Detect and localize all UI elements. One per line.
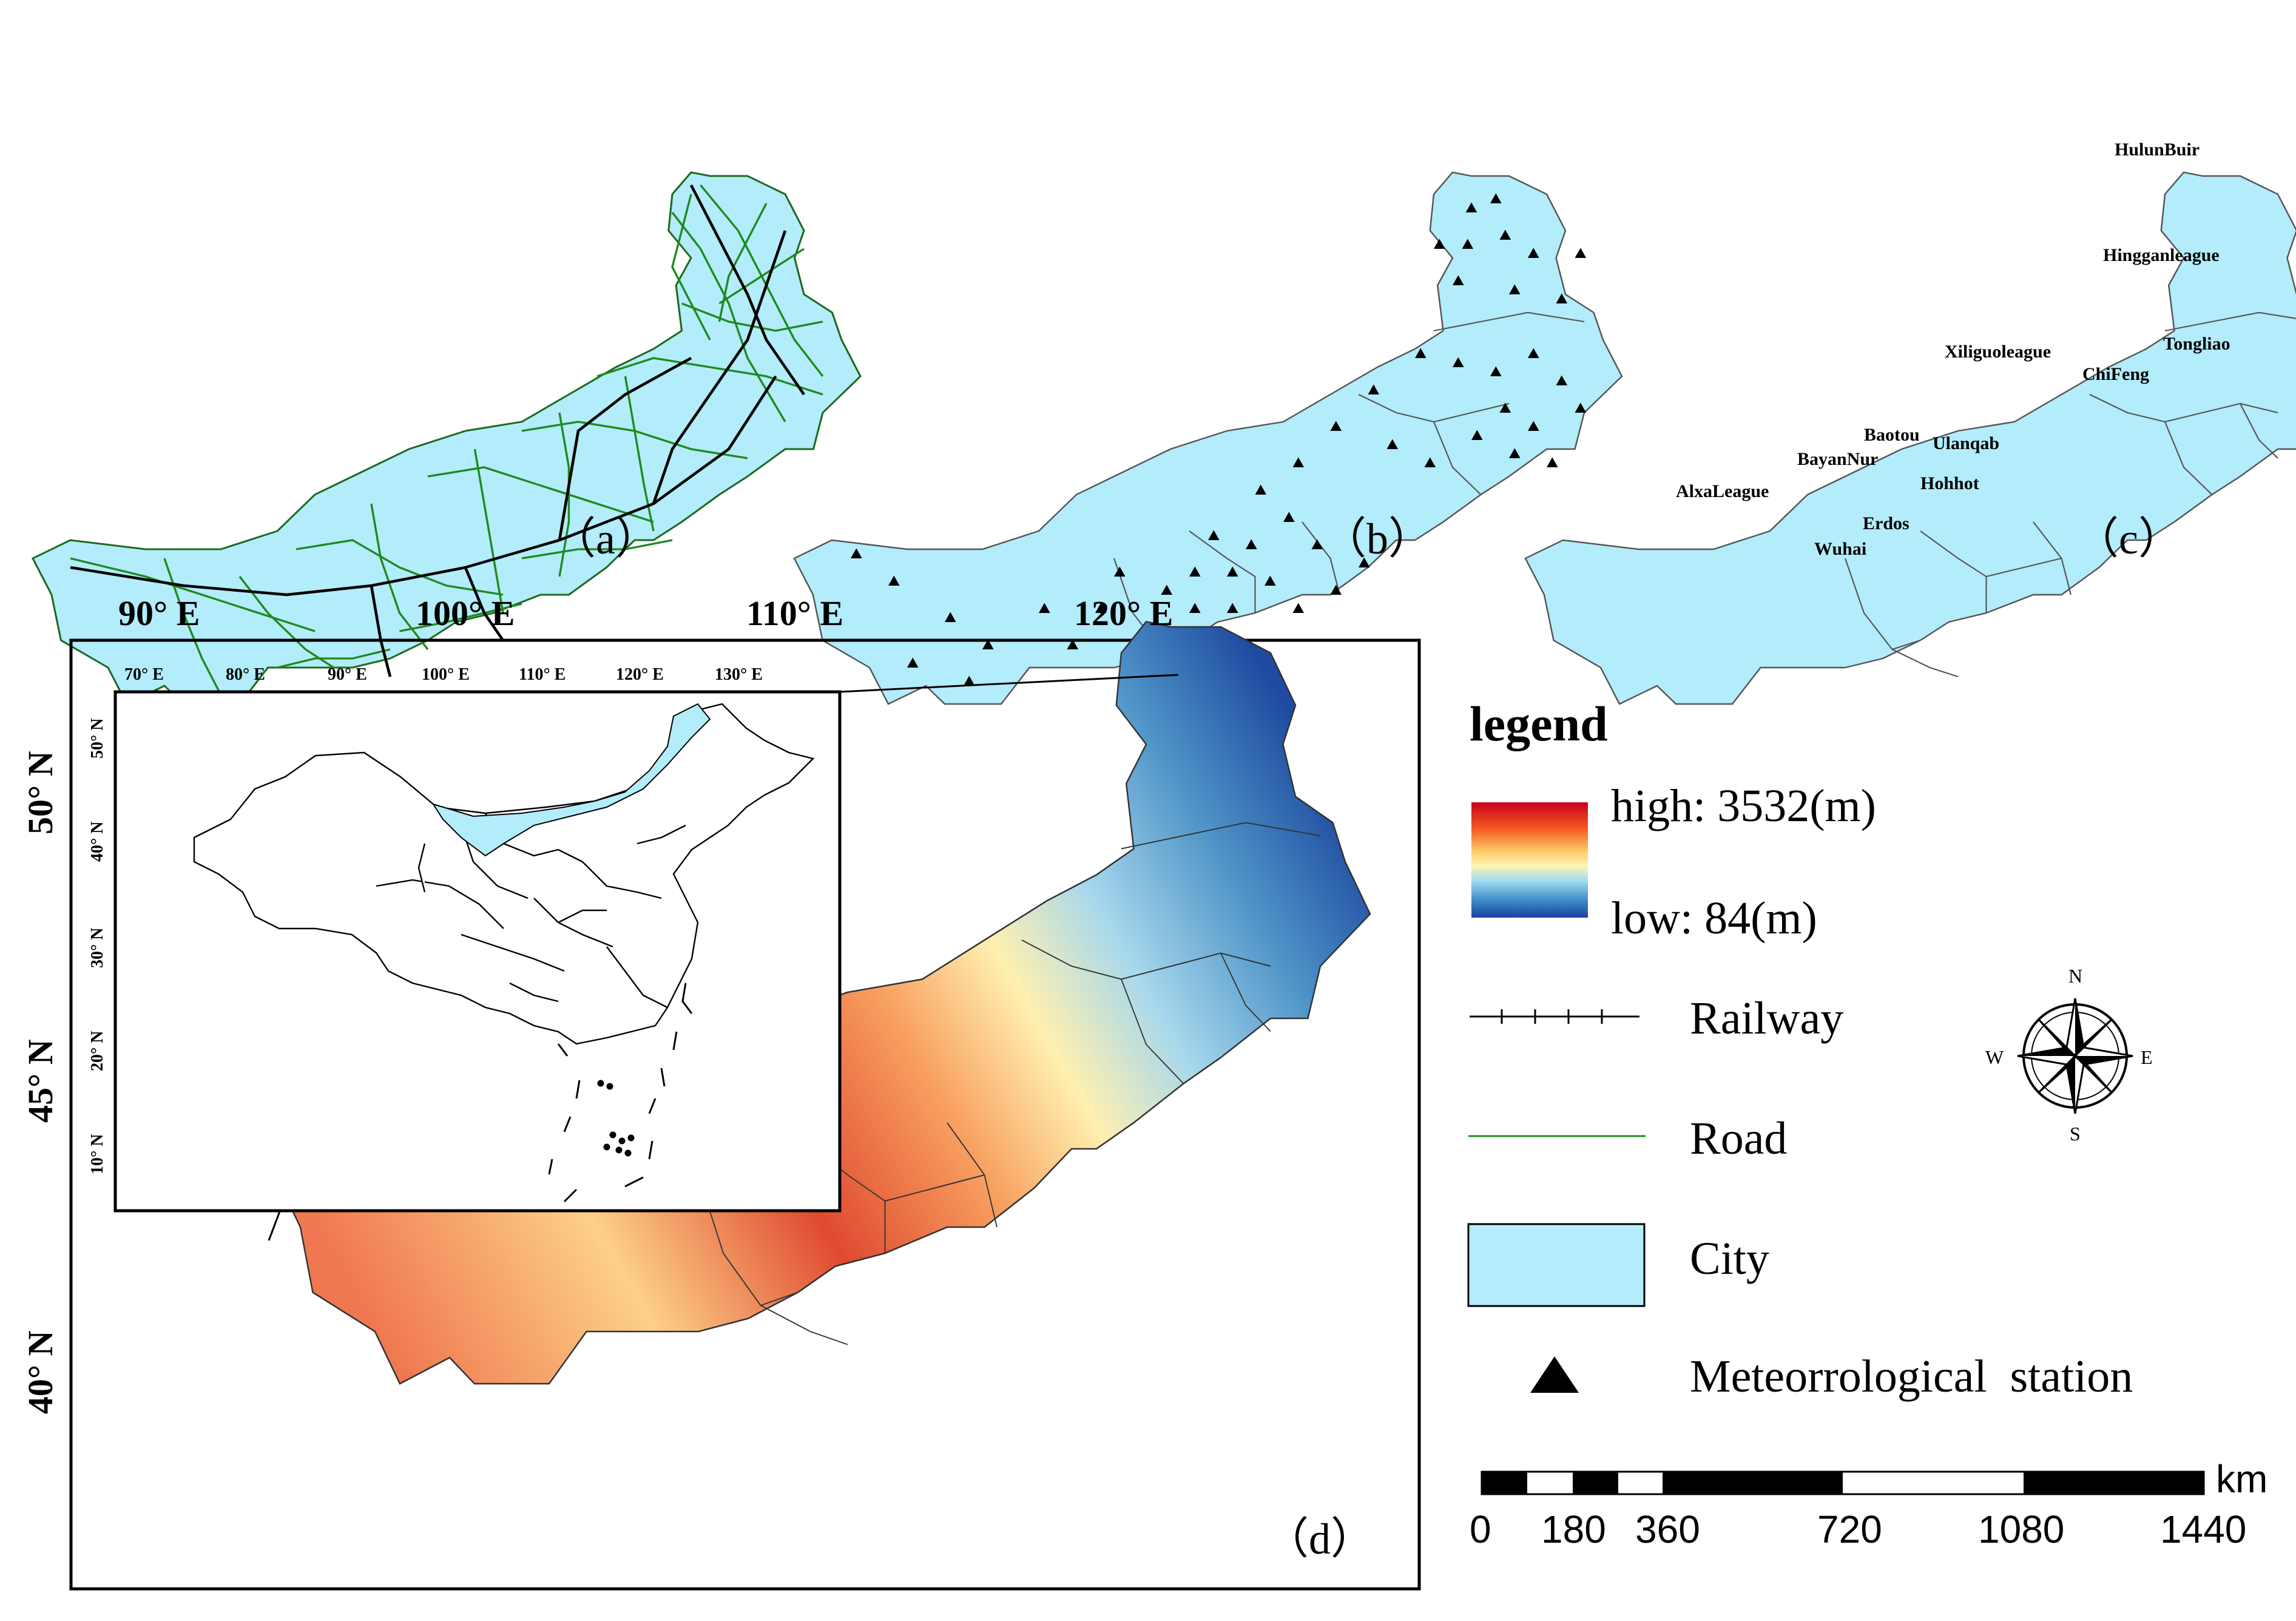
lat-label-50: 50° N <box>21 751 60 834</box>
inset-lon-100: 100° E <box>422 665 470 684</box>
panel-d-frame <box>69 638 1421 1591</box>
inset-lon-110: 110° E <box>519 665 566 684</box>
inset-lat-20: 20° N <box>88 1030 107 1071</box>
inset-lon-90: 90° E <box>328 665 367 684</box>
compass-n-label: N <box>2068 965 2083 987</box>
inset-lon-130: 130° E <box>715 665 763 684</box>
panel-c-label: （c） <box>2075 515 2182 563</box>
legend-high-label: high: 3532(m) <box>1611 780 1876 831</box>
panel-b-map <box>793 171 1623 705</box>
scale-tick-0: 0 <box>1470 1508 1491 1551</box>
lat-label-45: 45° N <box>21 1039 60 1123</box>
inset-china-map <box>193 703 815 1045</box>
dem-map <box>274 621 1371 1385</box>
legend-road-label: Road <box>1690 1113 1788 1164</box>
lon-label-110: 110° E <box>746 594 844 633</box>
inset-lon-80: 80° E <box>226 665 265 684</box>
city-label-chifeng: ChiFeng <box>2082 364 2150 384</box>
panel-a-label: （a） <box>552 515 659 563</box>
railway-legend-symbol <box>1470 1009 1639 1024</box>
compass-e-label: E <box>2141 1046 2153 1068</box>
city-label-hohhot: Hohhot <box>1920 473 1979 493</box>
city-label-hingganleague: Hingganleague <box>2103 245 2220 265</box>
city-label-hulunbuir: HulunBuir <box>2115 140 2200 160</box>
legend-title: legend <box>1470 696 1608 751</box>
scale-unit-label: km <box>2216 1457 2268 1501</box>
scale-tick-720: 720 <box>1817 1508 1882 1551</box>
scale-tick-180: 180 <box>1541 1508 1606 1551</box>
inset-lon-120: 120° E <box>616 665 664 684</box>
compass-s-label: S <box>2070 1123 2081 1145</box>
station-legend-symbol <box>1530 1356 1579 1393</box>
city-label-erdos: Erdos <box>1863 513 1909 533</box>
panel-b-label: （b） <box>1323 515 1433 563</box>
inset-south-china-sea-islands <box>548 983 693 1203</box>
scale-tick-1440: 1440 <box>2160 1508 2247 1551</box>
dem-city-boundaries <box>698 822 1321 1345</box>
legend-city-label: City <box>1690 1233 1769 1284</box>
city-label-xiliguoleague: Xiliguoleague <box>1945 342 2051 362</box>
panel-a-map <box>32 171 862 705</box>
legend-station-label: Meteorrological station <box>1690 1351 2133 1402</box>
inset-lat-10: 10° N <box>88 1134 107 1174</box>
city-boundaries-c <box>1844 311 2296 677</box>
inset-lon-70: 70° E <box>124 665 164 684</box>
panel-c-map <box>1524 171 2296 705</box>
compass-w-label: W <box>1985 1046 2004 1068</box>
lon-label-120: 120° E <box>1074 594 1173 633</box>
lat-label-40: 40° N <box>21 1330 60 1414</box>
city-label-wuhai: Wuhai <box>1814 539 1867 559</box>
inset-connector-top <box>839 674 1179 693</box>
city-label-tongliao: Tongliao <box>2163 334 2230 354</box>
scale-tick-1080: 1080 <box>1978 1508 2065 1551</box>
panel-d-label: （d） <box>1265 1515 1375 1563</box>
scale-bar <box>1481 1470 2205 1495</box>
railway-network <box>70 184 805 677</box>
inset-lat-30: 30° N <box>88 927 107 968</box>
city-label-bayannur: BayanNur <box>1797 449 1879 469</box>
city-label-alxaleague: AlxaLeague <box>1676 481 1769 501</box>
city-label-ulanqab: Ulanqab <box>1933 433 2000 453</box>
legend-railway-label: Railway <box>1690 993 1844 1044</box>
lon-label-90: 90° E <box>118 594 200 633</box>
compass-rose <box>2017 998 2133 1114</box>
elevation-color-ramp <box>1471 802 1588 918</box>
city-label-baotou: Baotou <box>1864 425 1920 445</box>
city-legend-symbol <box>1467 1223 1646 1307</box>
road-network <box>70 184 824 695</box>
scale-tick-360: 360 <box>1635 1508 1700 1551</box>
lon-label-100: 100° E <box>416 594 515 633</box>
legend-low-label: low: 84(m) <box>1611 893 1817 944</box>
inset-lat-50: 50° N <box>88 718 107 759</box>
inset-lat-40: 40° N <box>88 821 107 862</box>
inset-inner-mongolia-highlight <box>431 703 711 857</box>
